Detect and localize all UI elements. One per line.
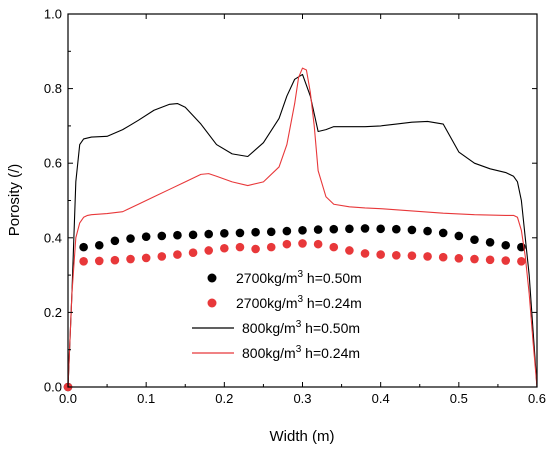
x-tick-label: 0.1 [137, 391, 155, 406]
data-point [173, 230, 182, 240]
data-point [313, 239, 323, 249]
data-point [79, 242, 88, 252]
data-point [266, 227, 276, 237]
data-point [423, 252, 432, 261]
data-point [126, 254, 135, 264]
data-point [438, 228, 448, 238]
data-point [485, 255, 495, 265]
legend-swatch-dot [207, 298, 217, 308]
data-point [282, 226, 292, 236]
data-point [376, 250, 385, 259]
data-point [438, 252, 448, 262]
x-tick-label: 0.3 [293, 391, 311, 406]
legend-entry: 800kg/m3 h=0.24m [192, 344, 360, 361]
data-point [94, 256, 104, 266]
data-point [141, 232, 151, 241]
data-point [204, 246, 213, 255]
data-point [392, 251, 401, 260]
data-point [345, 246, 354, 255]
data-point [392, 224, 401, 234]
y-tick-label: 0.6 [44, 156, 62, 171]
data-point [360, 249, 370, 258]
data-point [188, 248, 198, 258]
series-3 [67, 67, 538, 388]
legend-label: 2700kg/m3 h=0.24m [236, 294, 362, 311]
data-point [220, 243, 229, 253]
data-point [141, 253, 151, 263]
legend-entry: 2700kg/m3 h=0.24m [207, 294, 362, 311]
x-tick-label: 0.0 [59, 391, 77, 406]
y-tick-label: 0.4 [44, 230, 62, 245]
data-point [126, 234, 135, 243]
data-point [204, 229, 213, 239]
data-point [313, 225, 323, 234]
data-point [110, 255, 120, 265]
series-2 [67, 73, 538, 388]
data-point [407, 225, 417, 235]
data-point [454, 254, 464, 263]
data-point [501, 256, 511, 265]
y-axis-title: Porosity (/) [6, 164, 23, 237]
plot-marks [63, 67, 538, 392]
data-point [454, 231, 464, 241]
data-point [79, 257, 88, 266]
data-point [157, 231, 167, 241]
series-line-2 [67, 73, 538, 388]
data-point [517, 257, 526, 266]
data-point [235, 242, 245, 252]
data-point [173, 250, 182, 259]
data-point [470, 254, 479, 264]
data-point [485, 237, 495, 247]
data-point [407, 251, 417, 260]
legend-swatch-dot [207, 273, 217, 283]
data-point [298, 226, 307, 235]
x-tick-label: 0.4 [372, 391, 390, 406]
y-tick-label: 0.8 [44, 81, 62, 96]
x-tick-label: 0.2 [215, 391, 233, 406]
y-tick-label: 1.0 [44, 7, 62, 22]
x-tick-label: 0.6 [528, 391, 546, 406]
data-point [423, 226, 432, 236]
legend-entry: 2700kg/m3 h=0.50m [207, 269, 362, 286]
series-line-3 [67, 67, 538, 388]
y-tick-label: 0.0 [44, 380, 62, 395]
series-1 [63, 239, 526, 392]
data-point [298, 239, 307, 248]
legend-entry: 800kg/m3 h=0.50m [192, 319, 360, 336]
data-point [188, 230, 198, 240]
legend-label: 800kg/m3 h=0.24m [242, 344, 360, 361]
data-point [501, 240, 511, 250]
data-point [360, 224, 370, 233]
series-0 [63, 224, 526, 392]
data-point [329, 242, 339, 252]
x-tick-label: 0.5 [450, 391, 468, 406]
data-point [157, 252, 167, 261]
data-point [220, 229, 229, 238]
legend-label: 800kg/m3 h=0.50m [242, 319, 360, 336]
data-point [470, 235, 479, 244]
data-point [110, 236, 120, 246]
legend-label: 2700kg/m3 h=0.50m [236, 269, 362, 286]
data-point [329, 224, 339, 234]
y-tick-label: 0.2 [44, 305, 62, 320]
legend: 2700kg/m3 h=0.50m 2700kg/m3 h=0.24m 800kg/… [192, 269, 362, 361]
data-point [266, 242, 276, 252]
x-axis-title: Width (m) [270, 428, 335, 445]
axes: 0.0 0.1 0.2 0.3 0.4 0.5 0.6 0.0 0.2 0.4 0.6 0.8 1.0 [44, 7, 546, 407]
data-point [251, 227, 260, 237]
data-point [94, 240, 104, 250]
data-point [251, 244, 260, 254]
data-point [345, 224, 354, 234]
data-point [282, 239, 292, 249]
data-point [376, 224, 385, 234]
data-point [235, 228, 245, 238]
